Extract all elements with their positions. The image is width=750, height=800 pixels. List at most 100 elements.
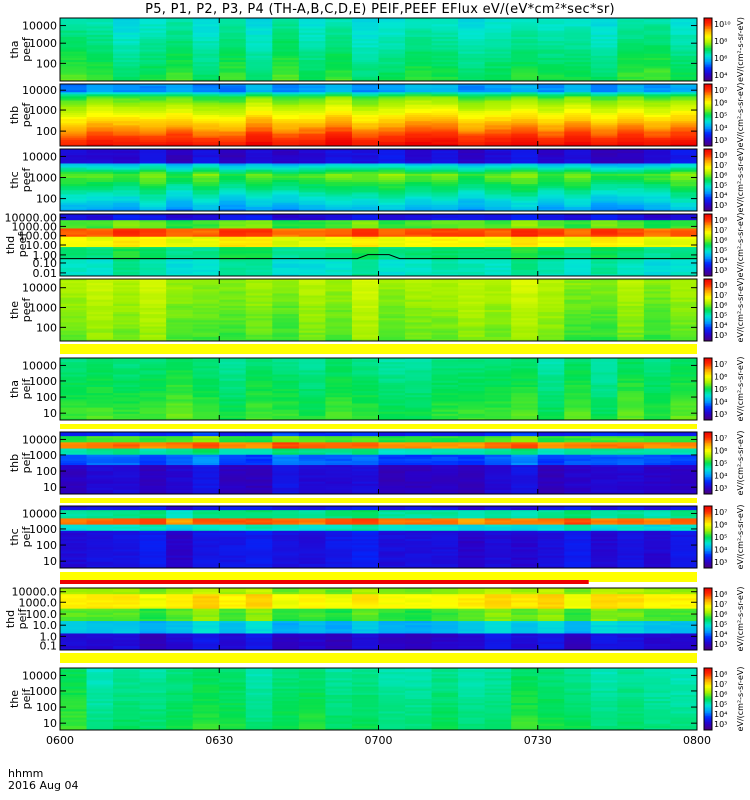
heatmap-cell <box>351 242 379 246</box>
heatmap-cell <box>590 161 618 164</box>
heatmap-cell <box>537 216 565 219</box>
colorbar-step <box>704 164 712 167</box>
heatmap-cell <box>405 190 433 193</box>
colorbar-step <box>704 94 712 97</box>
heatmap-cell <box>166 259 194 263</box>
heatmap-cell <box>245 24 273 27</box>
heatmap-cell <box>298 253 326 256</box>
heatmap-cell <box>670 389 698 392</box>
heatmap-cell <box>351 322 379 325</box>
colorbar-step <box>704 90 712 93</box>
heatmap-cell <box>458 196 486 200</box>
heatmap-cell <box>245 469 273 472</box>
heatmap-cell <box>245 456 273 460</box>
heatmap-cell <box>511 200 539 204</box>
heatmap-cell <box>670 222 698 225</box>
heatmap-cell <box>192 458 220 462</box>
heatmap-cell <box>617 297 645 301</box>
heatmap-cell <box>166 283 194 286</box>
heatmap-cell <box>590 303 618 307</box>
heatmap-cell <box>617 267 645 271</box>
heatmap-cell <box>564 366 592 369</box>
heatmap-cell <box>166 247 194 250</box>
heatmap-cell <box>537 139 565 143</box>
heatmap-cell <box>670 366 698 369</box>
heatmap-cell <box>405 310 433 313</box>
heatmap-cell <box>272 242 300 246</box>
heatmap-cell <box>86 137 114 141</box>
heatmap-cell <box>405 88 433 91</box>
heatmap-cell <box>139 332 167 336</box>
heatmap-cell <box>192 456 220 460</box>
heatmap-cell <box>458 417 486 421</box>
heatmap-cell <box>298 312 326 315</box>
heatmap-cell <box>60 22 88 25</box>
heatmap-cell <box>351 204 379 208</box>
heatmap-cell <box>245 384 273 388</box>
heatmap-cell <box>458 20 486 23</box>
heatmap-cell <box>484 26 512 29</box>
heatmap-cell <box>405 259 433 263</box>
heatmap-cell <box>670 415 698 419</box>
heatmap-cell <box>617 312 645 315</box>
heatmap-cell <box>245 149 273 152</box>
heatmap-cell <box>113 206 141 210</box>
heatmap-cell <box>537 66 565 69</box>
heatmap-cell <box>60 200 88 204</box>
heatmap-cell <box>60 64 88 67</box>
heatmap-cell <box>670 305 698 309</box>
heatmap-cell <box>86 452 114 456</box>
heatmap-cell <box>564 18 592 21</box>
heatmap-cell <box>537 372 565 376</box>
heatmap-cell <box>511 184 539 187</box>
heatmap-cell <box>272 409 300 413</box>
heatmap-cell <box>484 287 512 290</box>
heatmap-cell <box>670 322 698 325</box>
heatmap-cell <box>564 358 592 361</box>
heatmap-cell <box>113 117 141 120</box>
heatmap-cell <box>192 123 220 126</box>
colorbar-step <box>704 91 712 94</box>
colorbar-step <box>704 313 712 316</box>
heatmap-cell <box>298 84 326 87</box>
heatmap-cell <box>166 382 194 386</box>
heatmap-cell <box>166 328 194 332</box>
heatmap-cell <box>192 190 220 193</box>
colorbar-tick-label: 10⁸ <box>714 151 727 160</box>
heatmap-cell <box>378 230 406 234</box>
heatmap-cell <box>590 267 618 271</box>
heatmap-cell <box>139 283 167 286</box>
heatmap-cell <box>86 123 114 126</box>
heatmap-cell <box>590 324 618 328</box>
heatmap-cell <box>219 301 247 305</box>
heatmap-cell <box>458 62 486 65</box>
heatmap-cell <box>378 362 406 365</box>
heatmap-cell <box>192 389 220 392</box>
heatmap-cell <box>86 473 114 476</box>
heatmap-cell <box>617 401 645 404</box>
heatmap-cell <box>511 360 539 363</box>
heatmap-cell <box>139 192 167 195</box>
heatmap-cell <box>219 403 247 407</box>
heatmap-cell <box>272 320 300 323</box>
heatmap-cell <box>351 218 379 221</box>
heatmap-cell <box>139 249 167 252</box>
heatmap-cell <box>166 322 194 325</box>
heatmap-cell <box>325 90 353 93</box>
heatmap-cell <box>86 434 114 437</box>
heatmap-cell <box>86 49 114 53</box>
heatmap-cell <box>60 265 88 269</box>
heatmap-cell <box>617 22 645 25</box>
colorbar-step <box>704 399 712 402</box>
heatmap-cell <box>378 289 406 292</box>
heatmap-cell <box>590 125 618 128</box>
heatmap-cell <box>405 92 433 95</box>
colorbar-step <box>704 323 712 326</box>
heatmap-cell <box>405 287 433 290</box>
heatmap-cell <box>192 310 220 313</box>
heatmap-cell <box>537 24 565 27</box>
heatmap-cell <box>458 106 486 110</box>
heatmap-cell <box>351 149 379 152</box>
heatmap-cell <box>484 51 512 55</box>
